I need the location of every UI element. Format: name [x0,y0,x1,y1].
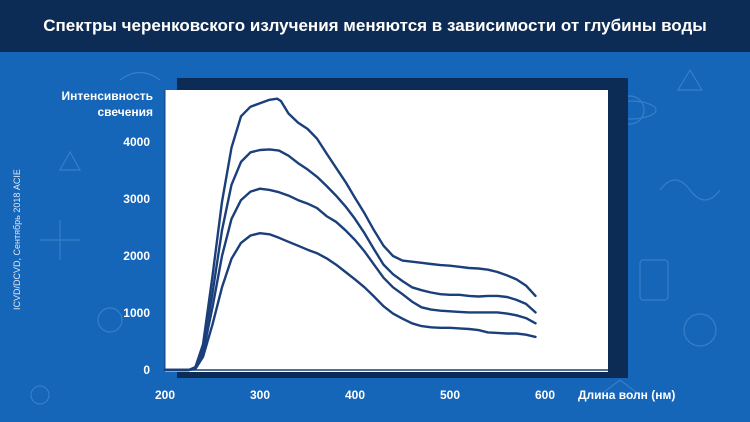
arc-doodle-icon [119,71,161,81]
y-tick-label: 2000 [123,249,150,263]
legend-entry: 8.1 м [563,321,592,335]
y-axis-label-line-1: Интенсивность [62,89,153,103]
x-axis-label: Длина волн (нм) [578,388,675,402]
y-tick-label: 1000 [123,306,150,320]
x-tick-labels: 200 300 400 500 600 [155,388,555,402]
x-tick-label: 200 [155,388,175,402]
legend-entry: 5.5 м [563,288,592,302]
y-tick-label: 0 [143,363,150,377]
header-bar: Спектры черенковского излучения меняются… [0,0,750,52]
bulb-doodle-icon [683,313,717,347]
legend-entry: 6.8 м [563,305,592,319]
plus-doodle-icon [40,220,80,260]
series-line-1 [163,97,537,372]
gear-doodle-icon [97,307,123,333]
series-line-2 [163,148,537,372]
chart: 0 1000 2000 3000 4000 200 300 400 500 600 Интенс… [62,78,675,402]
y-tick-label: 3000 [123,192,150,206]
x-tick-label: 300 [250,388,270,402]
book-doodle-icon [639,259,669,301]
chevron-doodle-icon [599,379,641,396]
y-axis-label-line-2: свечения [97,105,153,119]
y-tick-labels: 0 1000 2000 3000 4000 [123,135,150,377]
series-lines [163,97,537,372]
legend-title-line-2: воды [561,264,593,278]
y-tick-label: 4000 [123,135,150,149]
dot-doodle-icon [30,385,50,405]
wave-doodle-icon [659,179,721,201]
flask-doodle-icon [676,68,704,91]
x-tick-label: 400 [345,388,365,402]
x-tick-label: 500 [440,388,460,402]
triangle-doodle-icon [58,150,82,171]
x-tick-label: 600 [535,388,555,402]
legend: 5.5 м 6.8 м 8.1 м 10.0 м [559,288,595,351]
plot-area [165,90,608,372]
series-line-3 [163,187,537,372]
legend-title-line-1: Глубина [552,247,601,261]
page-title: Спектры черенковского излучения меняются… [43,16,707,35]
legend-entry: 10.0 м [559,337,595,351]
series-line-4 [163,232,537,372]
